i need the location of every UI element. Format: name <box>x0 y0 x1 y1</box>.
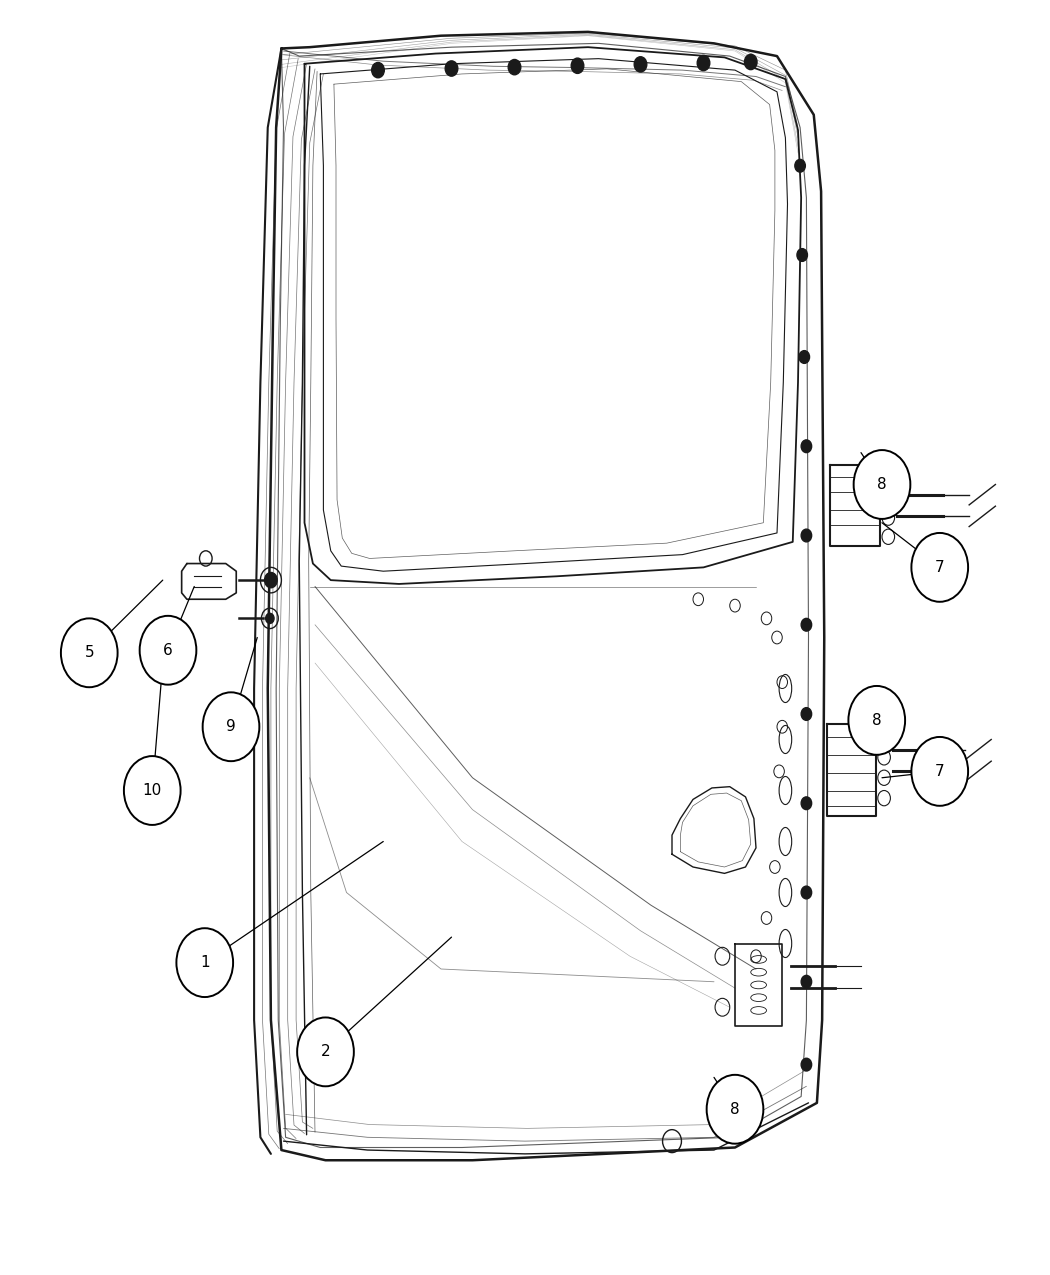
Circle shape <box>445 61 458 76</box>
Circle shape <box>707 1075 763 1144</box>
Circle shape <box>571 59 584 74</box>
Circle shape <box>266 613 274 623</box>
Circle shape <box>795 159 805 172</box>
Text: 10: 10 <box>143 783 162 798</box>
Circle shape <box>61 618 118 687</box>
Circle shape <box>854 450 910 519</box>
Circle shape <box>801 797 812 810</box>
Circle shape <box>372 62 384 78</box>
Circle shape <box>744 55 757 70</box>
Circle shape <box>801 529 812 542</box>
Circle shape <box>634 56 647 73</box>
Circle shape <box>203 692 259 761</box>
Text: 2: 2 <box>320 1044 331 1060</box>
Circle shape <box>697 55 710 70</box>
Circle shape <box>911 737 968 806</box>
Text: 8: 8 <box>730 1102 740 1117</box>
Circle shape <box>801 618 812 631</box>
Circle shape <box>801 1058 812 1071</box>
Circle shape <box>297 1017 354 1086</box>
Circle shape <box>801 886 812 899</box>
Text: 8: 8 <box>872 713 882 728</box>
Circle shape <box>124 756 181 825</box>
Text: 8: 8 <box>877 477 887 492</box>
Text: 6: 6 <box>163 643 173 658</box>
Circle shape <box>801 975 812 988</box>
Circle shape <box>801 440 812 453</box>
Text: 5: 5 <box>84 645 94 660</box>
Text: 9: 9 <box>226 719 236 734</box>
Circle shape <box>848 686 905 755</box>
Text: 7: 7 <box>934 560 945 575</box>
Circle shape <box>797 249 807 261</box>
Circle shape <box>801 708 812 720</box>
Circle shape <box>911 533 968 602</box>
Circle shape <box>799 351 810 363</box>
Circle shape <box>265 572 277 588</box>
Circle shape <box>176 928 233 997</box>
Text: 7: 7 <box>934 764 945 779</box>
Circle shape <box>508 60 521 75</box>
Circle shape <box>140 616 196 685</box>
Text: 1: 1 <box>200 955 210 970</box>
